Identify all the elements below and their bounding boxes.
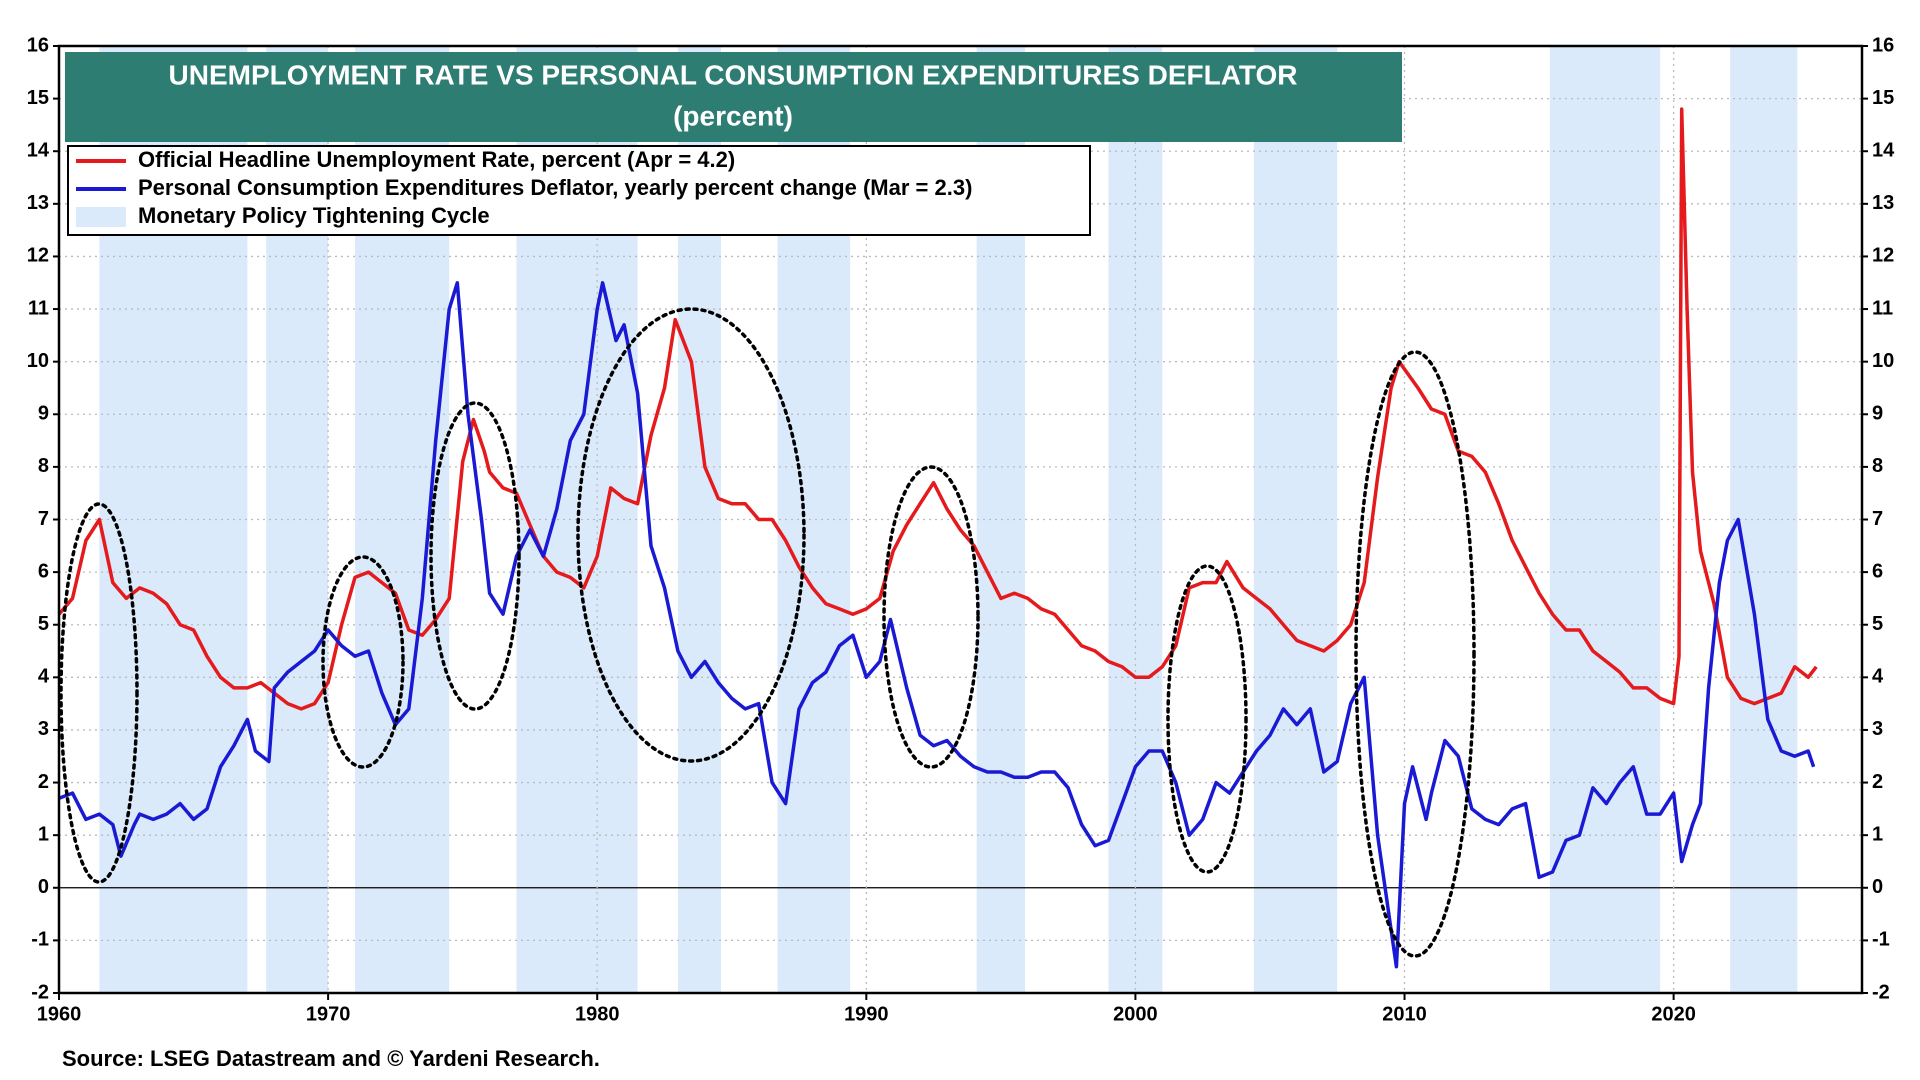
y2-tick-label: 12 xyxy=(1872,245,1894,267)
y-tick-label: 15 xyxy=(27,87,49,109)
y-tick-label: 0 xyxy=(38,876,49,898)
y2-tick-label: 13 xyxy=(1872,192,1894,214)
chart-title: UNEMPLOYMENT RATE VS PERSONAL CONSUMPTIO… xyxy=(169,59,1298,90)
y2-tick-label: 15 xyxy=(1872,87,1894,109)
y-tick-label: 1 xyxy=(38,823,49,845)
tightening-band xyxy=(1549,46,1661,993)
highlight-ellipse xyxy=(1354,350,1476,958)
y2-tick-label: 9 xyxy=(1872,403,1883,425)
y-tick-label: 5 xyxy=(38,613,49,635)
y-tick-label: -1 xyxy=(31,929,49,951)
x-tick-label: 1970 xyxy=(306,1003,351,1025)
x-tick-label: 2000 xyxy=(1113,1003,1158,1025)
x-tick-label: 2020 xyxy=(1651,1003,1696,1025)
y-tick-label: 11 xyxy=(28,297,49,319)
line-layer xyxy=(57,107,1818,969)
y-tick-label: -2 xyxy=(31,981,49,1003)
legend-label: Official Headline Unemployment Rate, per… xyxy=(138,147,735,172)
y-tick-label: 4 xyxy=(38,666,50,688)
y2-tick-label: 8 xyxy=(1872,455,1883,477)
x-tick-label: 2010 xyxy=(1382,1003,1427,1025)
chart-subtitle: (percent) xyxy=(673,100,793,131)
y2-tick-label: 14 xyxy=(1872,140,1895,162)
y2-tick-label: 7 xyxy=(1872,508,1883,530)
highlight-ellipse xyxy=(576,307,806,763)
y2-tick-label: 0 xyxy=(1872,876,1883,898)
y-tick-label: 6 xyxy=(38,560,49,582)
series-line xyxy=(57,107,1818,711)
y2-tick-label: 3 xyxy=(1872,718,1883,740)
highlight-ellipse xyxy=(321,555,405,769)
y-tick-label: 9 xyxy=(38,403,49,425)
title-box xyxy=(65,52,1402,142)
y-tick-label: 12 xyxy=(27,245,49,267)
legend-swatch xyxy=(76,207,126,227)
y2-tick-label: 4 xyxy=(1872,666,1884,688)
y-tick-label: 3 xyxy=(38,718,49,740)
y2-tick-label: 5 xyxy=(1872,613,1883,635)
y-tick-label: 14 xyxy=(27,140,50,162)
y2-tick-label: -2 xyxy=(1872,981,1890,1003)
y-tick-label: 2 xyxy=(38,771,49,793)
legend-box xyxy=(67,145,1091,236)
y2-tick-label: 2 xyxy=(1872,771,1883,793)
legend-label: Personal Consumption Expenditures Deflat… xyxy=(138,175,972,200)
highlight-ellipse xyxy=(429,401,521,711)
y2-tick-label: 16 xyxy=(1872,34,1894,56)
y2-tick-label: 1 xyxy=(1872,823,1883,845)
y-tick-label: 8 xyxy=(38,455,49,477)
y2-tick-label: 6 xyxy=(1872,560,1883,582)
highlight-ellipse xyxy=(59,502,139,884)
source-note: Source: LSEG Datastream and © Yardeni Re… xyxy=(62,1046,600,1071)
highlight-ellipse xyxy=(1166,564,1248,874)
legend-label: Monetary Policy Tightening Cycle xyxy=(138,203,490,228)
plot-frame xyxy=(57,44,1864,995)
series-line xyxy=(58,281,1816,969)
x-tick-label: 1990 xyxy=(844,1003,889,1025)
x-tick-label: 1980 xyxy=(575,1003,620,1025)
y-tick-label: 16 xyxy=(27,34,49,56)
x-tick-label: 1960 xyxy=(37,1003,82,1025)
highlight-ellipses xyxy=(59,307,1476,958)
y-tick-label: 10 xyxy=(27,350,49,372)
y2-tick-label: 10 xyxy=(1872,350,1894,372)
y-tick-label: 13 xyxy=(27,192,49,214)
y2-tick-label: 11 xyxy=(1872,297,1893,319)
y-tick-label: 7 xyxy=(38,508,49,530)
y2-tick-label: -1 xyxy=(1872,929,1890,951)
highlight-ellipse xyxy=(882,465,980,769)
